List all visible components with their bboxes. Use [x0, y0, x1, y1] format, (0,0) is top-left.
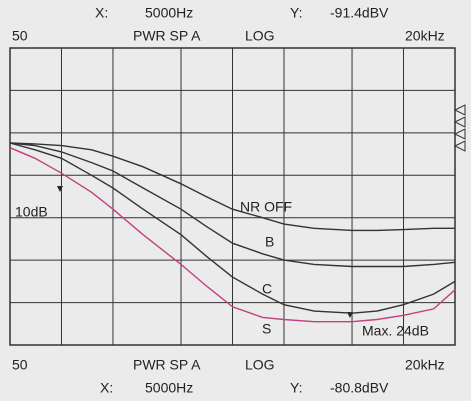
readout-label: X:	[95, 5, 108, 21]
header: X: 5000Hz Y: -91.4dBV 50 PWR SP A LOG 20…	[12, 5, 445, 44]
range-start: 50	[12, 357, 28, 373]
range-start: 50	[12, 28, 28, 44]
mode: PWR SP A	[133, 357, 201, 373]
series-line	[9, 142, 455, 232]
readout-label: Y:	[290, 5, 302, 21]
cursor-markers	[57, 186, 353, 318]
readout-value: 5000Hz	[145, 5, 193, 21]
series-label: C	[262, 281, 272, 297]
series-line	[9, 142, 456, 268]
series-line	[9, 147, 456, 323]
annotation: Max. 24dB	[362, 323, 429, 339]
readout-label: X:	[100, 380, 113, 396]
mode: PWR SP A	[133, 28, 201, 44]
readout-value: -80.8dBV	[330, 380, 389, 396]
series-label: B	[265, 234, 274, 250]
range-end: 20kHz	[405, 28, 445, 44]
scale: LOG	[245, 357, 275, 373]
readout-label: Y:	[290, 380, 302, 396]
scale: LOG	[245, 28, 275, 44]
readout-value: -91.4dBV	[330, 5, 389, 21]
level-markers	[453, 104, 466, 152]
readout-value: 5000Hz	[145, 380, 193, 396]
footer: 50 PWR SP A LOG 20kHz X: 5000Hz Y: -80.8…	[12, 357, 445, 396]
series-label: S	[262, 321, 271, 337]
annotation: 10dB	[15, 204, 48, 220]
range-end: 20kHz	[405, 357, 445, 373]
series-line	[9, 142, 456, 314]
series-label: NR OFF	[240, 199, 292, 215]
